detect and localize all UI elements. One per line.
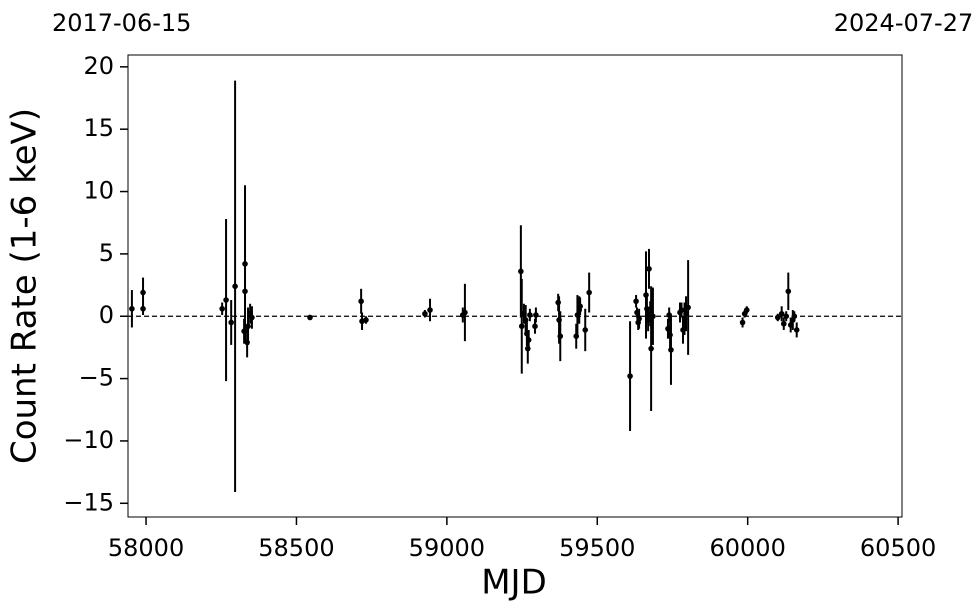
data-point bbox=[557, 333, 564, 339]
data-point bbox=[358, 298, 364, 305]
data-point bbox=[586, 289, 592, 296]
data-point bbox=[518, 323, 525, 330]
data-point bbox=[648, 345, 654, 352]
data-point bbox=[627, 373, 633, 379]
data-point bbox=[778, 310, 785, 317]
x-axis-label: MJD bbox=[481, 563, 547, 603]
data-point bbox=[633, 298, 639, 305]
top-date-label: 2017-06-15 bbox=[52, 9, 191, 37]
x-tick-label: 60500 bbox=[860, 534, 936, 562]
data-point bbox=[646, 266, 652, 272]
y-tick-label: 0 bbox=[99, 301, 114, 329]
data-point bbox=[743, 307, 750, 313]
data-point bbox=[219, 305, 225, 312]
data-point bbox=[242, 288, 248, 295]
data-point bbox=[668, 347, 674, 353]
data-point bbox=[525, 337, 532, 343]
y-tick-label: 10 bbox=[83, 177, 114, 205]
y-tick-label: −5 bbox=[79, 364, 114, 392]
data-point bbox=[650, 313, 656, 320]
x-tick-label: 60000 bbox=[710, 534, 786, 562]
data-point bbox=[532, 323, 538, 330]
data-point bbox=[129, 305, 135, 312]
data-point bbox=[533, 312, 539, 318]
x-tick-label: 59500 bbox=[559, 534, 635, 562]
data-point bbox=[783, 313, 789, 320]
y-tick-label: 20 bbox=[83, 52, 114, 80]
data-point bbox=[245, 323, 251, 330]
y-tick-label: 5 bbox=[99, 239, 114, 267]
plot-frame bbox=[127, 54, 903, 518]
y-axis-label: Count Rate (1-6 keV) bbox=[5, 108, 45, 464]
data-point bbox=[577, 303, 583, 310]
top-date-label: 2024-07-27 bbox=[834, 9, 973, 37]
data-point bbox=[363, 317, 369, 323]
data-point bbox=[249, 314, 255, 321]
x-tick-label: 58500 bbox=[258, 534, 334, 562]
y-tick-label: −15 bbox=[63, 488, 114, 516]
data-point bbox=[791, 313, 798, 320]
data-point bbox=[582, 327, 589, 333]
y-tick-label: 15 bbox=[83, 114, 114, 142]
data-point bbox=[780, 320, 787, 327]
data-point bbox=[140, 305, 146, 312]
data-point bbox=[527, 312, 533, 318]
y-tick-label: −10 bbox=[63, 426, 114, 454]
data-point bbox=[462, 309, 468, 316]
data-point bbox=[685, 304, 691, 311]
data-point bbox=[678, 307, 685, 313]
data-point bbox=[228, 319, 234, 326]
data-point bbox=[140, 289, 146, 296]
data-point bbox=[223, 297, 229, 303]
data-point bbox=[774, 314, 781, 321]
data-point bbox=[518, 268, 524, 275]
data-point bbox=[636, 315, 642, 322]
data-point bbox=[307, 314, 313, 321]
data-point bbox=[427, 307, 433, 313]
x-tick-label: 59000 bbox=[409, 534, 485, 562]
data-point bbox=[242, 261, 248, 267]
data-point bbox=[422, 310, 428, 317]
data-point bbox=[785, 288, 792, 295]
data-point bbox=[739, 319, 746, 326]
data-point bbox=[793, 327, 800, 333]
x-tick-label: 58000 bbox=[108, 534, 184, 562]
data-point bbox=[232, 283, 238, 290]
